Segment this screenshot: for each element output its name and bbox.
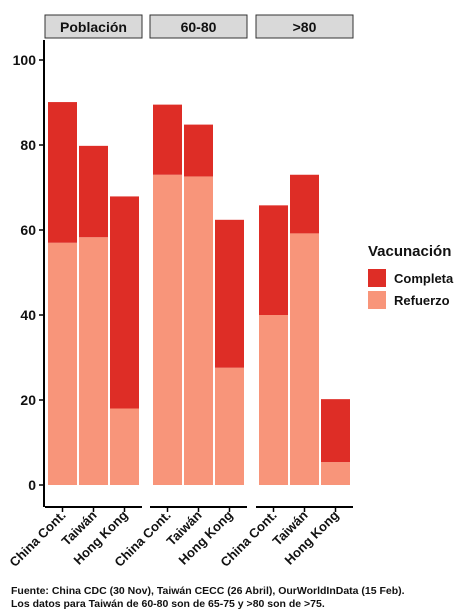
facet-strip-label: 60-80 xyxy=(181,19,217,35)
legend: Vacunación Completa Refuerzo xyxy=(368,243,453,311)
caption-note: Los datos para Taiwán de 60-80 son de 65… xyxy=(11,598,325,610)
facet-strip xyxy=(149,14,248,39)
y-tick-label: 100 xyxy=(13,52,37,68)
legend-label-completa: Completa xyxy=(394,270,454,286)
bar-refuerzo xyxy=(184,176,213,485)
legend-swatch-completa xyxy=(368,269,386,287)
y-tick-label: 20 xyxy=(20,392,36,408)
facet-strip-label: Población xyxy=(60,19,127,35)
y-tick-label: 80 xyxy=(20,137,36,153)
bar-completa xyxy=(215,219,244,368)
facet-strip-label: >80 xyxy=(293,19,317,35)
bar-completa xyxy=(110,196,139,409)
bar-refuerzo xyxy=(290,233,319,485)
bar-refuerzo xyxy=(48,242,77,485)
bar-refuerzo xyxy=(153,174,182,485)
bar-refuerzo xyxy=(215,367,244,485)
y-tick-label: 40 xyxy=(20,307,36,323)
legend-title: Vacunación xyxy=(368,243,452,260)
bar-refuerzo xyxy=(79,237,108,485)
legend-item-completa: Completa xyxy=(368,267,453,289)
facet-strip xyxy=(44,14,143,39)
legend-item-refuerzo: Refuerzo xyxy=(368,289,453,311)
facet-strip xyxy=(255,14,354,39)
legend-swatch-refuerzo xyxy=(368,291,386,309)
bar-completa xyxy=(153,104,182,175)
bar-refuerzo xyxy=(259,315,288,485)
bar-completa xyxy=(259,205,288,315)
bar-completa xyxy=(321,399,350,463)
bar-completa xyxy=(79,145,108,238)
y-tick-label: 0 xyxy=(28,477,36,493)
bar-completa xyxy=(290,174,319,234)
caption-source: Fuente: China CDC (30 Nov), Taiwán CECC … xyxy=(11,585,405,597)
bar-completa xyxy=(184,124,213,177)
bar-completa xyxy=(48,102,77,243)
bar-refuerzo xyxy=(321,462,350,485)
y-tick-label: 60 xyxy=(20,222,36,238)
bar-refuerzo xyxy=(110,408,139,485)
legend-label-refuerzo: Refuerzo xyxy=(394,292,450,308)
